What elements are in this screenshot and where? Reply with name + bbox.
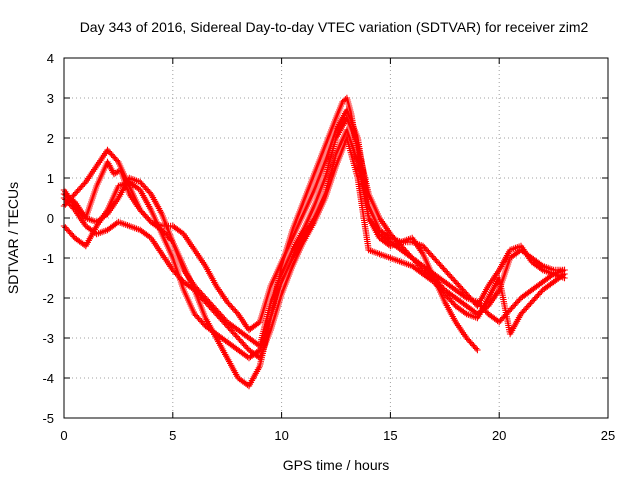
y-tick-label: 4 bbox=[47, 51, 54, 66]
y-tick-label: -4 bbox=[42, 371, 54, 386]
y-tick-label: 3 bbox=[47, 91, 54, 106]
y-tick-label: 2 bbox=[47, 131, 54, 146]
data-series bbox=[60, 94, 568, 390]
series-track-5 bbox=[60, 134, 568, 362]
series-line bbox=[63, 117, 565, 347]
x-tick-label: 10 bbox=[274, 428, 288, 443]
y-tick-label: -1 bbox=[42, 251, 54, 266]
chart-title: Day 343 of 2016, Sidereal Day-to-day VTE… bbox=[80, 19, 589, 35]
y-tick-label: -2 bbox=[42, 291, 54, 306]
y-tick-label: 0 bbox=[47, 211, 54, 226]
y-axis-label: SDTVAR / TECUs bbox=[5, 182, 21, 294]
series-markers bbox=[60, 126, 568, 362]
x-tick-label: 25 bbox=[601, 428, 615, 443]
plot-frame bbox=[63, 57, 609, 419]
x-axis-label: GPS time / hours bbox=[283, 457, 390, 473]
x-tick-label: 15 bbox=[383, 428, 397, 443]
series-track-4 bbox=[60, 106, 568, 334]
y-tick-label: -5 bbox=[42, 411, 54, 426]
series-track-3 bbox=[60, 126, 568, 362]
y-tick-label: -3 bbox=[42, 331, 54, 346]
series-markers bbox=[60, 134, 568, 362]
x-tick-label: 0 bbox=[60, 428, 67, 443]
y-tick-label: 1 bbox=[47, 171, 54, 186]
axis-ticks: 0 5 10 15 20 25 -5 -4 -3 -2 -1 0 1 2 3 4 bbox=[42, 51, 615, 443]
x-tick-label: 5 bbox=[169, 428, 176, 443]
x-tick-label: 20 bbox=[492, 428, 506, 443]
series-line bbox=[63, 129, 565, 359]
